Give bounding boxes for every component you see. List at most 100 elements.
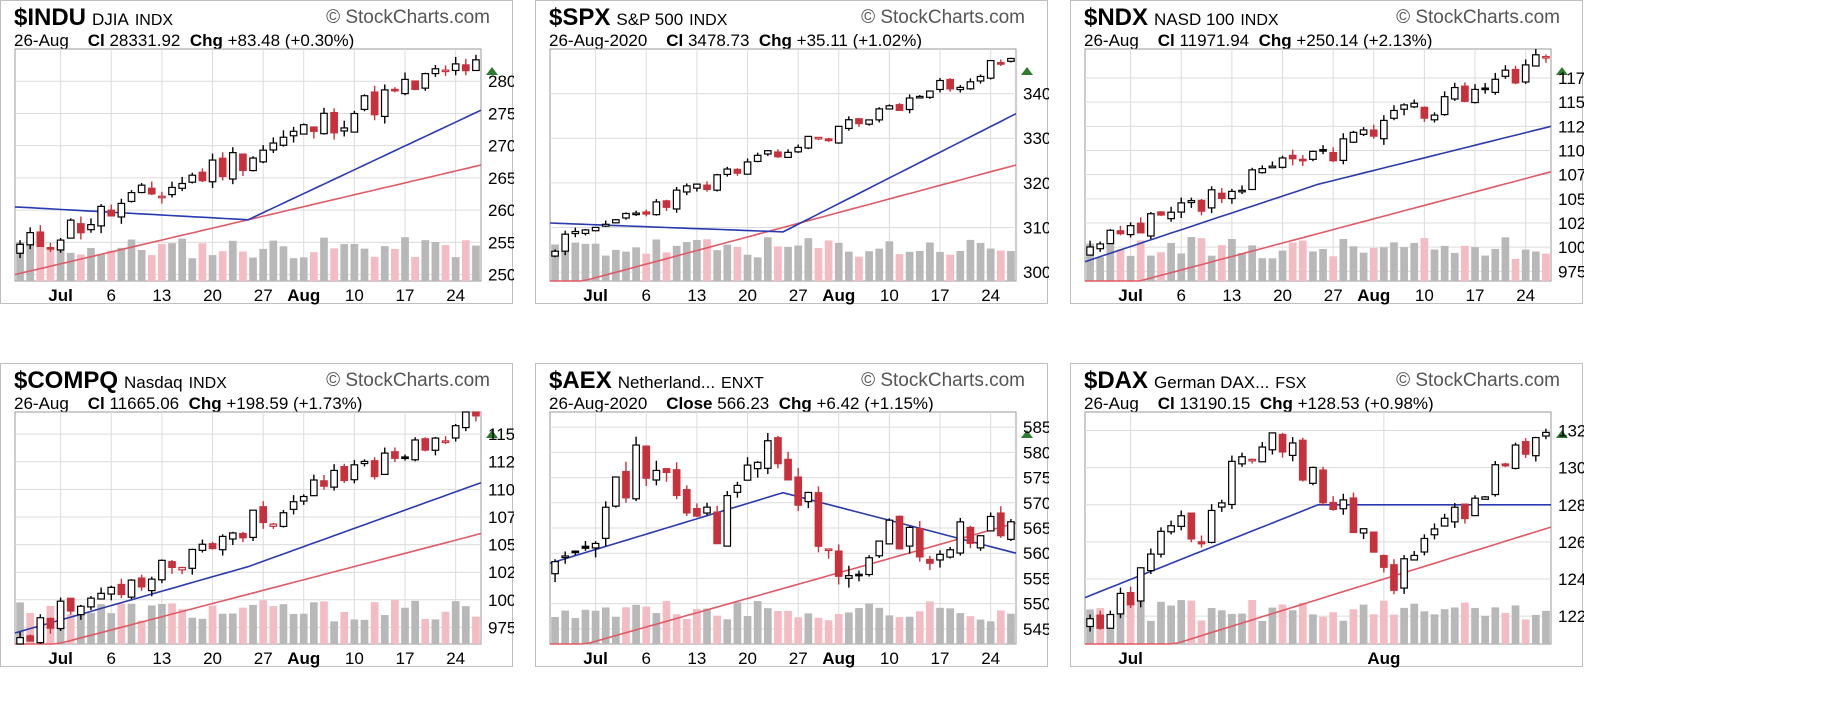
x-tick-label: Aug: [822, 649, 855, 668]
candle-body: [1491, 464, 1500, 496]
candle-body: [763, 440, 772, 469]
volume-bar: [147, 255, 156, 281]
volume-bar: [1278, 250, 1287, 281]
symbol-text: $SPX: [549, 4, 611, 31]
volume-bar: [451, 601, 460, 644]
y-tick-label: 11250: [1558, 117, 1584, 136]
candle-body: [1207, 189, 1216, 209]
candle-body: [87, 224, 95, 231]
candle-body: [269, 523, 278, 527]
candle-body: [1329, 152, 1338, 162]
chart-symbol: $SPX S&P 500 INDX: [549, 4, 727, 32]
volume-bar: [966, 616, 975, 644]
candle-body: [1380, 119, 1388, 140]
candle-body: [269, 142, 278, 151]
candle-body: [1410, 102, 1419, 108]
change-label: Chg: [758, 31, 792, 50]
x-tick-label: Jul: [583, 649, 608, 668]
candle-body: [66, 219, 75, 239]
close-label: Cl: [1157, 31, 1175, 50]
volume-bar: [824, 240, 833, 281]
volume-bar: [703, 239, 711, 281]
volume-bar: [107, 250, 116, 281]
volume-bar: [1197, 238, 1206, 281]
x-tick-label: 24: [446, 649, 465, 668]
volume-bar: [794, 617, 803, 644]
candle-body: [1359, 528, 1368, 534]
x-tick-label: 24: [981, 286, 1000, 305]
candle-body: [97, 592, 105, 600]
watermark: © StockCharts.com: [861, 7, 1025, 28]
candle-body: [1390, 109, 1398, 119]
x-tick-label: Aug: [287, 286, 320, 305]
y-tick-label: 11000: [488, 480, 514, 499]
candle-body: [87, 597, 95, 608]
y-tick-label: 10250: [1558, 214, 1584, 233]
volume-bar: [1349, 246, 1358, 281]
change-value: +250.14 (+2.13%): [1296, 31, 1433, 50]
candle-body: [1238, 189, 1246, 193]
volume-bar: [76, 612, 85, 644]
volume-bar: [380, 615, 389, 644]
candle-body: [763, 150, 772, 155]
candle-body: [976, 535, 985, 549]
candle-body: [1197, 541, 1206, 545]
change-label: Chg: [1259, 394, 1293, 413]
index-name: German DAX...: [1154, 373, 1270, 392]
candle-body: [411, 80, 419, 91]
candle-body: [733, 484, 742, 493]
volume-bar: [1481, 255, 1490, 281]
candle-body: [380, 89, 389, 118]
x-tick-label: 10: [345, 649, 364, 668]
y-tick-label: 11500: [1558, 93, 1584, 112]
x-tick-label: 6: [642, 286, 651, 305]
volume-bar: [1461, 245, 1469, 281]
candle-body: [1420, 537, 1429, 553]
candle-body: [299, 495, 308, 502]
y-tick-label: 585: [1023, 418, 1049, 437]
candle-body: [451, 425, 460, 439]
y-tick-label: 555: [1023, 569, 1049, 588]
candle-body: [97, 205, 105, 227]
volume-bar: [682, 618, 691, 644]
candle-body: [976, 75, 985, 82]
moving-average-slow: [550, 522, 1017, 645]
candle-body: [107, 586, 116, 595]
volume-bar: [733, 246, 742, 281]
volume-bar: [1531, 614, 1540, 644]
candle-body: [370, 460, 379, 478]
volume-bar: [391, 600, 399, 644]
index-name: Netherland...: [617, 373, 716, 392]
volume-bar: [1086, 243, 1094, 281]
volume-bar: [915, 250, 924, 281]
candle-body: [966, 81, 975, 90]
volume-bar: [804, 238, 813, 281]
volume-bar: [652, 239, 661, 281]
moving-average-slow: [1085, 526, 1552, 645]
candle-body: [279, 512, 288, 528]
y-tick-label: 11000: [1558, 142, 1584, 161]
volume-bar: [936, 251, 944, 281]
volume-bar: [239, 251, 247, 281]
y-tick-label: 12800: [1558, 496, 1584, 515]
candle-body: [218, 535, 227, 551]
chart-svg: 28000 27500 27000 26500 26000 25500 25000 Jul 6 1…: [14, 48, 514, 305]
volume-bar: [1157, 252, 1165, 281]
volume-bar: [380, 246, 389, 281]
candle-body: [117, 202, 126, 218]
candle-body: [672, 469, 681, 497]
candle-body: [1167, 211, 1175, 220]
candle-body: [814, 492, 823, 547]
candle-body: [330, 469, 338, 488]
x-tick-label: Aug: [1367, 649, 1400, 668]
y-tick-label: 27500: [488, 104, 514, 123]
chart-panel: $DAX German DAX... FSX © StockCharts.com 2…: [1070, 363, 1584, 668]
candle-body: [1349, 131, 1358, 143]
candle-body: [996, 62, 1005, 65]
volume-bar: [1207, 255, 1216, 281]
volume-bar: [713, 615, 722, 644]
candle-body: [1298, 158, 1307, 162]
candle-body: [370, 91, 379, 116]
volume-bar: [472, 245, 480, 281]
close-label: Cl: [87, 31, 105, 50]
